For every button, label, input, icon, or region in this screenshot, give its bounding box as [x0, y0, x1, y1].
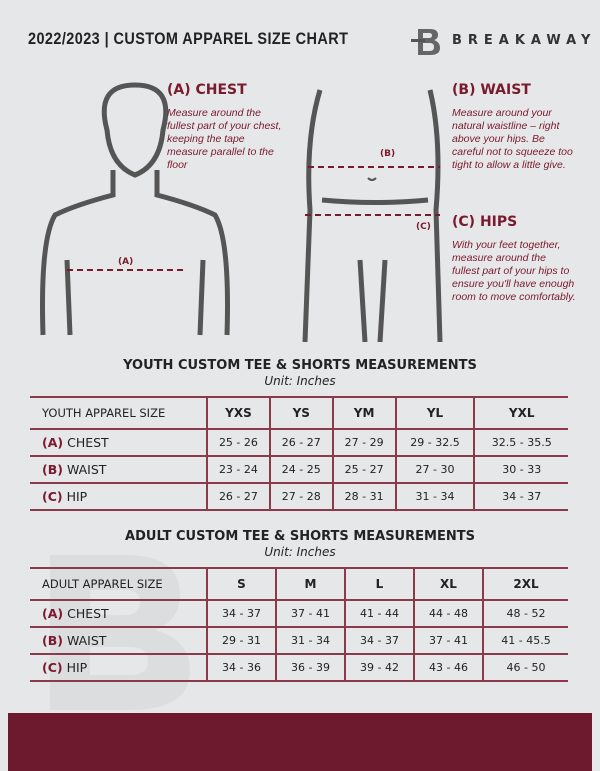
cell: 43 - 46	[413, 653, 483, 682]
cell: 41 - 45.5	[482, 626, 568, 655]
chest-heading: (A) CHEST	[167, 82, 247, 98]
row-label: (B) WAIST	[30, 626, 207, 655]
youth-unit: Unit: Inches	[264, 374, 336, 388]
size-header: YL	[394, 396, 475, 430]
footer-bar	[8, 713, 592, 771]
cell: 34 - 37	[473, 482, 568, 511]
cell: 26 - 27	[268, 428, 333, 457]
brand-name: BREAKAWAY	[452, 33, 597, 48]
adult-table-title: ADULT CUSTOM TEE & SHORTS MEASUREMENTS	[125, 529, 475, 544]
cell: 23 - 24	[206, 455, 270, 484]
waist-heading: (B) WAIST	[452, 82, 531, 98]
hips-marker: (C)	[416, 222, 431, 232]
youth-size-table: YOUTH APPAREL SIZE YXS YS YM YL YXL (A) CHEST…	[30, 396, 568, 511]
cell: 30 - 33	[473, 455, 568, 484]
cell: 37 - 41	[413, 626, 483, 655]
cell: 41 - 44	[344, 599, 414, 628]
cell: 39 - 42	[344, 653, 414, 682]
size-header: YXS	[206, 396, 270, 430]
table-row: (B) WAIST 23 - 24 24 - 25 25 - 27 27 - 30 30 …	[30, 455, 568, 484]
size-header: YM	[331, 396, 396, 430]
waist-marker: (B)	[380, 149, 396, 159]
table-row: (C) HIP 26 - 27 27 - 28 28 - 31 31 - 34 34 - …	[30, 482, 568, 511]
cell: 25 - 27	[331, 455, 396, 484]
waist-hips-figure-illustration	[302, 89, 443, 342]
cell: 37 - 41	[275, 599, 345, 628]
table-row: (A) CHEST 25 - 26 26 - 27 27 - 29 29 - 32.5 3…	[30, 428, 568, 457]
cell: 29 - 32.5	[394, 428, 475, 457]
row-label: (A) CHEST	[30, 428, 207, 457]
row-label: (A) CHEST	[30, 599, 207, 628]
cell: 34 - 36	[206, 653, 276, 682]
adult-size-table: ADULT APPAREL SIZE S M L XL 2XL (A) CHEST 34 -…	[30, 567, 568, 682]
table-row: (A) CHEST 34 - 37 37 - 41 41 - 44 44 - 48 48 …	[30, 599, 568, 628]
cell: 36 - 39	[275, 653, 345, 682]
size-header: M	[275, 567, 345, 601]
table-row: (B) WAIST 29 - 31 31 - 34 34 - 37 37 - 41 41 …	[30, 626, 568, 655]
size-header: XL	[413, 567, 483, 601]
size-header: L	[344, 567, 414, 601]
cell: 26 - 27	[206, 482, 270, 511]
waist-instructions: Measure around your natural waistline – …	[452, 107, 573, 171]
cell: 28 - 31	[331, 482, 396, 511]
size-header: 2XL	[482, 567, 568, 601]
hips-instructions: With your feet together, measure around …	[452, 239, 576, 303]
row-label: (C) HIP	[30, 482, 207, 511]
size-header: YS	[268, 396, 333, 430]
cell: 27 - 30	[394, 455, 475, 484]
size-header: S	[206, 567, 276, 601]
size-header: YXL	[473, 396, 568, 430]
hips-heading: (C) HIPS	[452, 214, 518, 230]
row-label: (C) HIP	[30, 653, 207, 682]
table-row: (C) HIP 34 - 36 36 - 39 39 - 42 43 - 46 46 - …	[30, 653, 568, 682]
chest-figure-illustration: (A)	[40, 82, 230, 336]
table-header-row: YOUTH APPAREL SIZE YXS YS YM YL YXL	[30, 396, 568, 430]
cell: 44 - 48	[413, 599, 483, 628]
cell: 32.5 - 35.5	[473, 428, 568, 457]
youth-table-title: YOUTH CUSTOM TEE & SHORTS MEASUREMENTS	[123, 358, 477, 373]
page-title: 2022/2023 | CUSTOM APPAREL SIZE CHART	[28, 29, 349, 48]
cell: 31 - 34	[275, 626, 345, 655]
cell: 27 - 29	[331, 428, 396, 457]
cell: 46 - 50	[482, 653, 568, 682]
cell: 25 - 26	[206, 428, 270, 457]
cell: 29 - 31	[206, 626, 276, 655]
cell: 27 - 28	[268, 482, 333, 511]
row-label: (B) WAIST	[30, 455, 207, 484]
row-header: ADULT APPAREL SIZE	[30, 567, 207, 601]
breakaway-logo-icon	[411, 29, 440, 55]
chest-instructions: Measure around the fullest part of your …	[167, 107, 282, 171]
row-header: YOUTH APPAREL SIZE	[30, 396, 207, 430]
cell: 31 - 34	[394, 482, 475, 511]
adult-unit: Unit: Inches	[264, 545, 336, 559]
chest-marker: (A)	[118, 257, 133, 267]
cell: 48 - 52	[482, 599, 568, 628]
cell: 34 - 37	[344, 626, 414, 655]
cell: 24 - 25	[268, 455, 333, 484]
table-header-row: ADULT APPAREL SIZE S M L XL 2XL	[30, 567, 568, 601]
cell: 34 - 37	[206, 599, 276, 628]
